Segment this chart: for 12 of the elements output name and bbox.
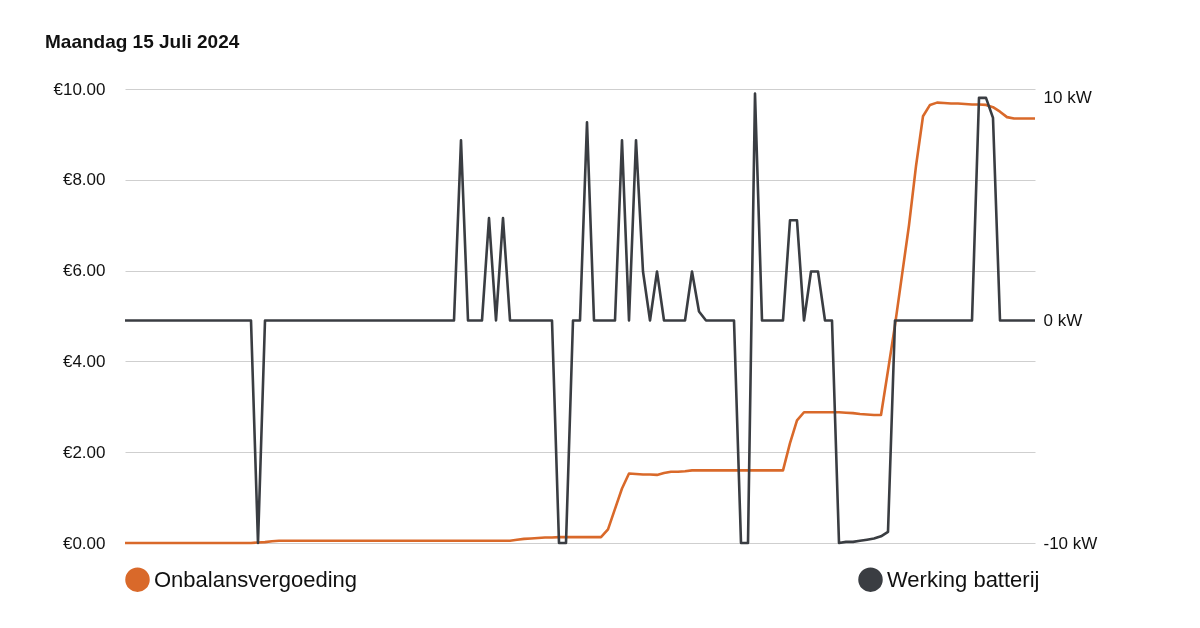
legend-label: Onbalansvergoeding <box>154 566 358 592</box>
y2-tick-label: 10 kW <box>1043 88 1092 108</box>
chart-title: Maandag 15 Juli 2024 <box>45 31 240 52</box>
y-tick-label: €6.00 <box>62 261 106 281</box>
y-tick-label: €0.00 <box>62 533 106 553</box>
y-tick-label: €4.00 <box>62 351 106 371</box>
y2-tick-label: -10 kW <box>1043 533 1098 553</box>
y-tick-label: €8.00 <box>62 170 106 190</box>
y-tick-label: €10.00 <box>53 79 106 99</box>
y-tick-label: €2.00 <box>62 442 106 462</box>
legend-label: Werking batterij <box>887 566 1040 592</box>
y2-tick-label: 0 kW <box>1043 310 1083 330</box>
